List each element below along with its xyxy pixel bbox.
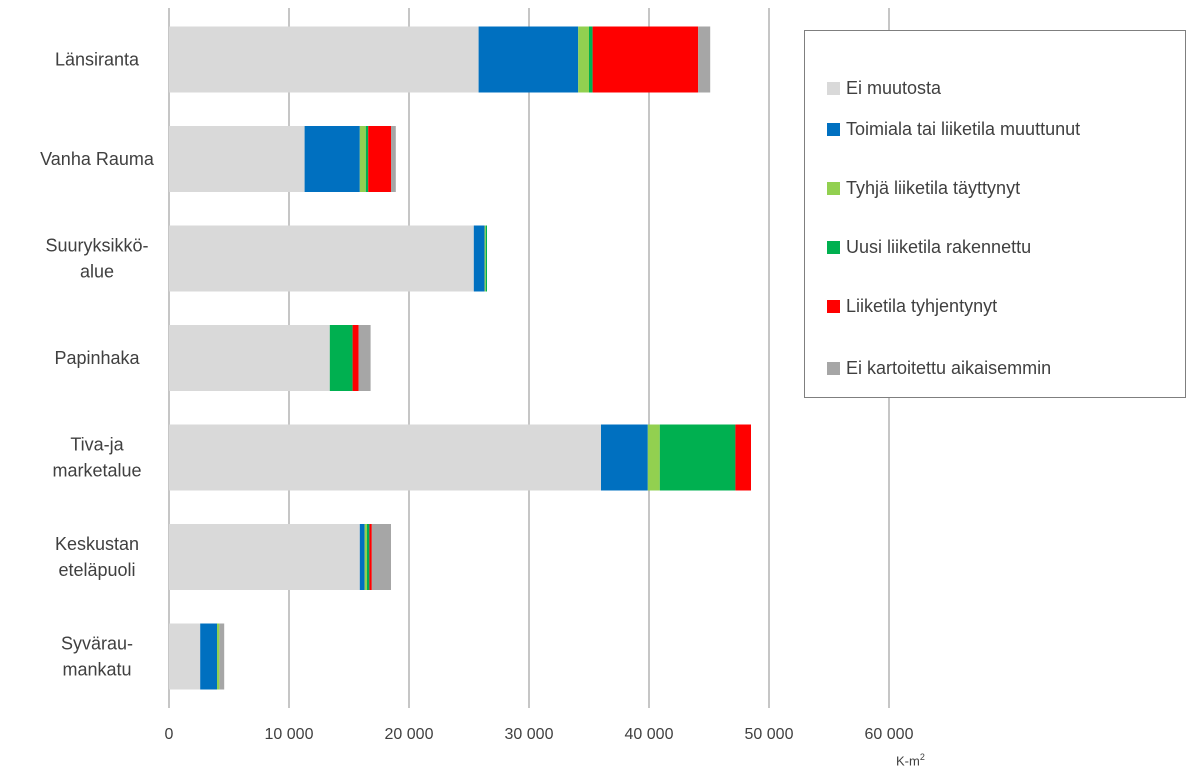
bar-segment [304,126,360,192]
bar-segment [659,424,736,491]
bar-segment [368,126,391,192]
bar-segment [371,524,391,590]
bar-segment [169,126,305,192]
bar-segment [589,26,593,93]
bar-segment [735,424,751,491]
category-label: alue [80,262,114,282]
bar-segment [369,524,372,590]
bar-segment [352,325,359,391]
bar-segment [365,126,369,192]
legend-item-ei-kartoitettu: Ei kartoitettu aikaisemmin [827,356,1051,380]
bar-segment [169,524,360,590]
legend-swatch [827,122,840,136]
x-tick-label: 10 000 [265,726,314,743]
category-label: eteläpuoli [58,560,135,580]
bar-segment [169,26,479,93]
bar-segment [578,26,589,93]
legend-swatch [827,181,840,195]
legend-label: Uusi liiketila rakennettu [846,236,1032,257]
bar-segment [367,524,370,590]
x-tick-label: 30 000 [505,726,554,743]
category-label: Syvärau- [61,634,133,654]
bar-segment [200,623,217,690]
bar-segment [601,424,648,491]
legend-label: Liiketila tyhjentynyt [846,295,998,316]
bar-segment [478,26,579,93]
category-label: Papinhaka [54,348,140,368]
legend-label: Toimiala tai liiketila muuttunut [846,118,1081,139]
bar-segment [359,524,365,590]
legend-label: Ei kartoitettu aikaisemmin [846,357,1052,378]
category-label: marketalue [52,461,141,481]
legend-swatch [827,361,840,375]
legend-label: Ei muutosta [846,77,942,98]
bar-segment [329,325,353,391]
legend: Ei muutosta Toimiala tai liiketila muutt… [804,30,1186,398]
bar-segment [358,325,371,391]
legend-item-tyhjentynyt: Liiketila tyhjentynyt [827,294,997,318]
bar-segment [647,424,660,491]
x-tick-label: 20 000 [385,726,434,743]
x-tick-label: 0 [165,726,174,743]
bar-segment [473,225,485,292]
bar-segment [217,623,220,690]
x-axis-unit-sup: 2 [919,752,925,762]
category-label: Keskustan [55,534,139,554]
x-tick-label: 50 000 [745,726,794,743]
bar-segment [484,225,486,292]
category-label: Tiva-ja [70,435,124,455]
x-tick-label: 40 000 [625,726,674,743]
x-axis-unit: K-m2 [896,752,925,768]
category-label: Vanha Rauma [40,149,155,169]
bar-segment [698,26,711,93]
legend-item-tyhja-taytty: Tyhjä liiketila täyttynyt [827,176,1020,200]
category-label: Suuryksikkö- [45,236,148,256]
bar-segment [359,126,366,192]
bar-segment [169,623,201,690]
legend-item-ei-muutosta: Ei muutosta [827,76,941,100]
category-label: Länsiranta [55,50,140,70]
legend-item-toimiala: Toimiala tai liiketila muuttunut [827,117,1080,141]
legend-swatch [827,240,840,254]
legend-swatch [827,81,840,95]
bar-segment [169,225,474,292]
x-tick-label: 60 000 [865,726,914,743]
category-label: mankatu [62,660,131,680]
legend-item-uusi: Uusi liiketila rakennettu [827,235,1031,259]
x-axis-unit-text: K-m [896,753,920,769]
bar-segment [169,325,330,391]
bar-segment [391,126,396,192]
bar-segment [592,26,699,93]
bar-segment [169,424,601,491]
legend-label: Tyhjä liiketila täyttynyt [846,177,1021,198]
bar-segment [364,524,367,590]
legend-swatch [827,299,840,313]
bar-segment [485,225,487,292]
bar-segment [219,623,225,690]
